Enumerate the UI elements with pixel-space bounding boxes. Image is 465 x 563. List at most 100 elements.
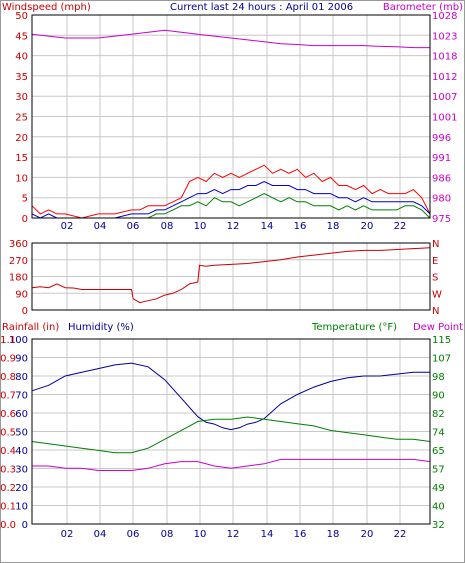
left-axis-tick-label: 270 <box>9 256 28 267</box>
series-avg-line <box>31 180 431 219</box>
x-axis-tick-label: 06 <box>127 221 140 232</box>
right-axis-tick-label: 986 <box>432 173 451 184</box>
x-axis-tick-label: 04 <box>94 221 107 232</box>
right-axis-tick-label: E <box>432 256 438 267</box>
x-axis-tick-label: 08 <box>161 221 174 232</box>
right-axis-tick-label: 49 <box>432 483 445 494</box>
left-axis-tick-label: 20 <box>15 133 28 144</box>
x-axis-tick-label: 04 <box>94 529 107 540</box>
left-axis-tick-label: 180 <box>9 273 28 284</box>
x-axis-tick-label: 18 <box>327 221 340 232</box>
chart-title: Current last 24 hours : April 01 2006 <box>170 2 353 13</box>
right-axis-tick-label: W <box>432 289 442 300</box>
x-axis-tick-label: 12 <box>227 221 240 232</box>
left-axis-tick-label: 5 <box>22 194 28 205</box>
x-axis-tick-label: 14 <box>261 221 274 232</box>
left-axis-tick-label: 90 <box>15 289 28 300</box>
left-axis-tick-label: 35 <box>15 72 28 83</box>
rainfall-axis-tick-label: 0.7 <box>0 391 16 402</box>
right-axis-tick-label: 32 <box>432 520 445 531</box>
right-axis-tick-label: S <box>432 273 438 284</box>
left-axis-tick-label: 60 <box>15 409 28 420</box>
x-axis-tick-label: 12 <box>227 529 240 540</box>
left-axis-tick-label: 0 <box>22 306 28 317</box>
series-temperature-line <box>31 416 431 454</box>
left-axis-tick-label: 80 <box>15 372 28 383</box>
left-axis-tick-label: 10 <box>15 502 28 513</box>
right-axis-tick-label: 1007 <box>432 92 457 103</box>
left-axis-tick-label: 0 <box>22 214 28 225</box>
left-axis-tick-label: 50 <box>15 428 28 439</box>
x-axis-tick-label: 16 <box>294 221 307 232</box>
right-axis-tick-label: 115 <box>432 335 451 346</box>
rainfall-axis-tick-label: 1.1 <box>0 335 16 346</box>
x-axis-tick-label: 10 <box>194 221 207 232</box>
left-axis-tick-label: 20 <box>15 483 28 494</box>
left-axis-tick-label: 70 <box>15 391 28 402</box>
right-axis-tick-label: 980 <box>432 194 451 205</box>
right-axis-tick-label: 1018 <box>432 52 457 63</box>
x-axis-tick-label: 02 <box>61 221 74 232</box>
windspeed-axis-label: Windspeed (mph) <box>2 2 91 13</box>
plot-frame <box>31 14 431 219</box>
left-axis-tick-label: 30 <box>15 465 28 476</box>
barometer-axis-label: Barometer (mb) <box>383 2 463 13</box>
x-axis-tick-label: 10 <box>194 529 207 540</box>
left-axis-tick-label: 360 <box>9 239 28 250</box>
x-axis-tick-label: 18 <box>327 529 340 540</box>
left-axis-tick-label: 15 <box>15 153 28 164</box>
right-axis-tick-label: 1012 <box>432 72 457 83</box>
x-axis-tick-label: 16 <box>294 529 307 540</box>
rainfall-axis-tick-label: 0.2 <box>0 483 16 494</box>
series-dewpoint-line <box>32 458 431 471</box>
right-axis-tick-label: 40 <box>432 502 445 513</box>
right-axis-tick-label: 57 <box>432 465 445 476</box>
series-gust-line <box>31 164 431 219</box>
rainfall-axis-tick-label: 0.5 <box>0 428 16 439</box>
left-axis-tick-label: 10 <box>15 173 28 184</box>
rainfall-axis-tick-label: 0.1 <box>0 502 16 513</box>
plot-frame <box>31 338 431 525</box>
rainfall-axis-tick-label: 0.3 <box>0 465 16 476</box>
x-axis-tick-label: 14 <box>261 529 274 540</box>
plot-frame <box>31 242 431 311</box>
x-axis-tick-label: 22 <box>394 529 407 540</box>
right-axis-tick-label: 98 <box>432 372 445 383</box>
x-axis-tick-label: 22 <box>394 221 407 232</box>
left-axis-tick-label: 90 <box>15 354 28 365</box>
rainfall-axis-tick-label: 0.9 <box>0 354 16 365</box>
right-axis-tick-label: 996 <box>432 133 451 144</box>
left-axis-tick-label: 30 <box>15 92 28 103</box>
right-axis-tick-label: 1023 <box>432 31 457 42</box>
rainfall-axis-tick-label: 0.6 <box>0 409 16 420</box>
right-axis-tick-label: 975 <box>432 214 451 225</box>
right-axis-tick-label: N <box>432 239 439 250</box>
humidity-axis-label: Humidity (%) <box>68 322 134 333</box>
x-axis-tick-label: 02 <box>61 529 74 540</box>
left-axis-tick-label: 100 <box>9 335 28 346</box>
left-axis-tick-label: 40 <box>15 52 28 63</box>
left-axis-tick-label: 25 <box>15 113 28 124</box>
right-axis-tick-label: 82 <box>432 409 445 420</box>
right-axis-tick-label: 1028 <box>432 11 457 22</box>
right-axis-tick-label: 991 <box>432 153 451 164</box>
left-axis-tick-label: 0 <box>22 520 28 531</box>
right-axis-tick-label: 90 <box>432 391 445 402</box>
left-axis-tick-label: 45 <box>15 31 28 42</box>
series-humidity-line <box>31 362 430 431</box>
temperature-axis-label: Temperature (°F) <box>311 322 397 333</box>
x-axis-tick-label: 06 <box>127 529 140 540</box>
x-axis-tick-label: 20 <box>361 529 374 540</box>
x-axis-tick-label: 08 <box>161 529 174 540</box>
x-axis-tick-label: 20 <box>361 221 374 232</box>
right-axis-tick-label: 1001 <box>432 113 457 124</box>
rainfall-axis-tick-label: 0.8 <box>0 372 16 383</box>
series-direction-line <box>31 247 431 304</box>
dewpoint-axis-label: Dew Point <box>413 322 463 333</box>
rainfall-axis-tick-label: 0.4 <box>0 446 16 457</box>
rainfall-axis-label: Rainfall (in) <box>2 322 59 333</box>
left-axis-tick-label: 50 <box>15 11 28 22</box>
series-barometer-line <box>31 29 430 49</box>
right-axis-tick-label: N <box>432 306 439 317</box>
